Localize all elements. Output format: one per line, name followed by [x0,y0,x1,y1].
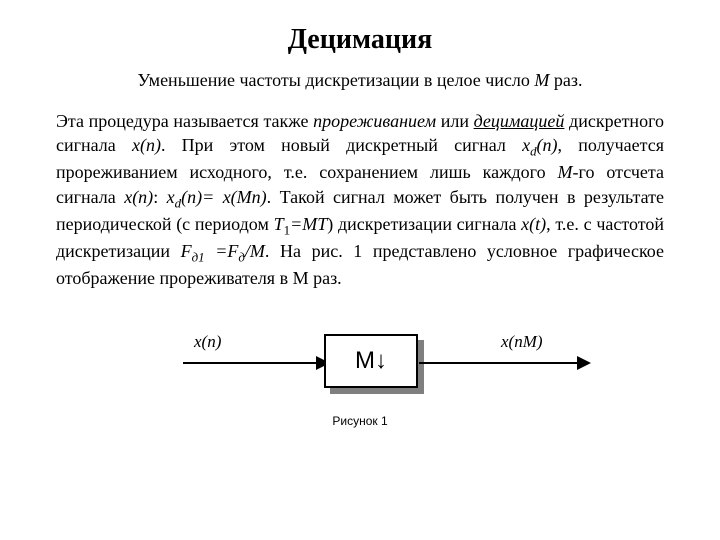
subtitle-post: раз. [549,70,582,90]
decimator-block: M↓ [324,334,418,388]
t17: ) дискретизации сигнала [327,214,521,234]
down-arrow-icon: ↓ [375,347,387,375]
input-signal-label: x(n) [194,332,221,352]
t16: T [274,214,284,234]
t20b: =F [205,241,239,261]
arrow-in-line [183,362,323,364]
t18: x(t) [521,214,546,234]
t2: прореживанием [313,111,436,131]
t3: или [436,111,474,131]
t14: x [167,187,175,207]
block-diagram: x(n) x(nM) M↓ Рисунок 1 [56,318,664,428]
subtitle-pre: Уменьшение частоты дискретизации в целое… [138,70,535,90]
block-m-label: M [355,347,375,375]
t20sub: д1 [192,249,205,264]
t1: Эта процедура называется также [56,111,313,131]
subtitle-m: М [534,70,549,90]
t4: децимацией [474,111,565,131]
arrow-out-line [419,362,584,364]
t20: F [181,241,192,261]
subtitle: Уменьшение частоты дискретизации в целое… [56,70,664,91]
page-title: Децимация [56,24,664,56]
output-signal-label: x(nM) [501,332,543,352]
t16b: =MT [290,214,327,234]
arrow-out-head-icon [577,356,591,370]
t14b: (n)= x(Mn) [181,187,267,207]
t13: : [153,187,166,207]
t10: М [558,162,573,182]
t6: x(n) [132,135,161,155]
t20c: /M [245,241,265,261]
figure-caption: Рисунок 1 [56,414,664,428]
t8: x [522,135,530,155]
t7: . При этом новый дискретный сигнал [161,135,522,155]
body-paragraph: Эта процедура называется также прорежива… [56,109,664,290]
t8b: (n) [537,135,558,155]
t12: x(n) [124,187,153,207]
